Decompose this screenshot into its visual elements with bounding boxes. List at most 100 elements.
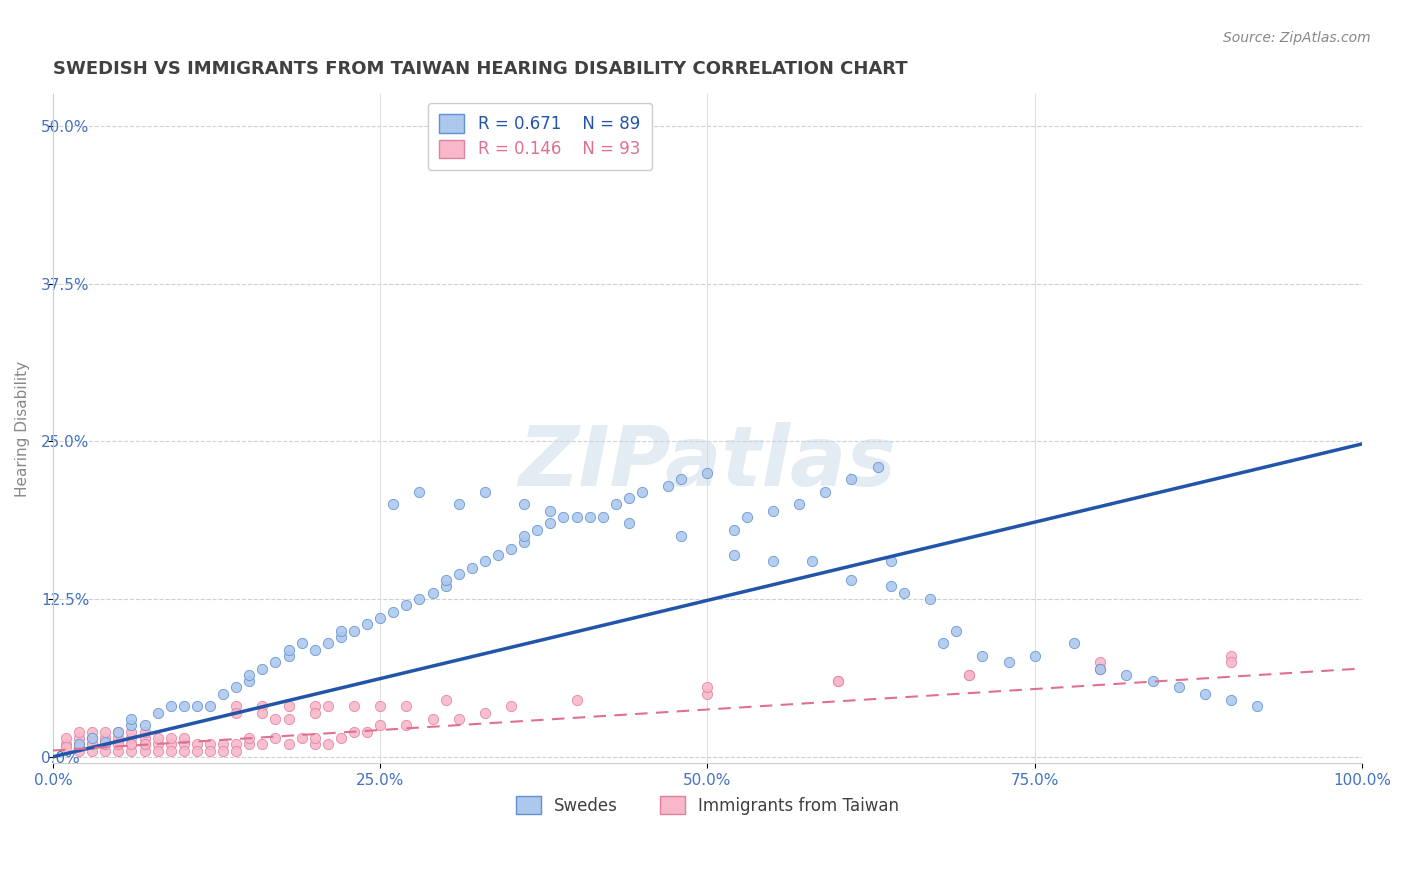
Point <box>329 624 352 638</box>
Point <box>957 668 980 682</box>
Point <box>382 498 405 512</box>
Point <box>264 712 287 726</box>
Point <box>1142 674 1164 689</box>
Point <box>225 681 247 695</box>
Point <box>801 554 824 568</box>
Point <box>67 724 90 739</box>
Point <box>107 731 129 745</box>
Point <box>866 459 889 474</box>
Point <box>1220 648 1243 663</box>
Point <box>671 472 693 486</box>
Point <box>395 718 418 732</box>
Point <box>55 739 77 754</box>
Point <box>422 712 444 726</box>
Point <box>173 731 195 745</box>
Point <box>827 674 849 689</box>
Point <box>134 718 156 732</box>
Point <box>121 718 143 732</box>
Point <box>67 739 90 754</box>
Point <box>893 586 915 600</box>
Point <box>434 580 457 594</box>
Point <box>55 737 77 751</box>
Point <box>134 724 156 739</box>
Point <box>1088 655 1111 669</box>
Point <box>277 712 299 726</box>
Point <box>526 523 548 537</box>
Point <box>159 743 181 757</box>
Point <box>198 737 221 751</box>
Point <box>762 504 785 518</box>
Point <box>605 498 627 512</box>
Point <box>434 693 457 707</box>
Point <box>121 737 143 751</box>
Point <box>382 605 405 619</box>
Point <box>356 724 378 739</box>
Point <box>159 731 181 745</box>
Point <box>94 737 117 751</box>
Point <box>304 699 326 714</box>
Point <box>1246 699 1268 714</box>
Point <box>447 712 470 726</box>
Point <box>225 699 247 714</box>
Point <box>94 724 117 739</box>
Point <box>329 731 352 745</box>
Point <box>304 706 326 720</box>
Point <box>434 573 457 587</box>
Point <box>134 743 156 757</box>
Point <box>198 743 221 757</box>
Point <box>212 743 235 757</box>
Y-axis label: Hearing Disability: Hearing Disability <box>15 360 30 497</box>
Point <box>696 466 718 480</box>
Point <box>368 611 391 625</box>
Point <box>159 699 181 714</box>
Point <box>225 706 247 720</box>
Point <box>316 699 339 714</box>
Point <box>304 642 326 657</box>
Point <box>827 674 849 689</box>
Point <box>238 674 260 689</box>
Point <box>368 718 391 732</box>
Point <box>474 554 496 568</box>
Point <box>343 724 366 739</box>
Point <box>225 737 247 751</box>
Point <box>304 731 326 745</box>
Point <box>82 737 104 751</box>
Point <box>146 743 169 757</box>
Point <box>238 731 260 745</box>
Point <box>252 661 274 675</box>
Point <box>329 630 352 644</box>
Point <box>107 743 129 757</box>
Point <box>343 624 366 638</box>
Point <box>173 743 195 757</box>
Point <box>94 734 117 748</box>
Point <box>474 484 496 499</box>
Point <box>735 510 758 524</box>
Point <box>1088 661 1111 675</box>
Point <box>146 706 169 720</box>
Point <box>513 529 536 543</box>
Point <box>134 737 156 751</box>
Point <box>121 737 143 751</box>
Point <box>316 636 339 650</box>
Point <box>447 498 470 512</box>
Point <box>238 668 260 682</box>
Point <box>814 484 837 499</box>
Point <box>212 687 235 701</box>
Point <box>291 636 314 650</box>
Point <box>1115 668 1137 682</box>
Point <box>198 699 221 714</box>
Point <box>408 484 430 499</box>
Point <box>538 516 561 531</box>
Point <box>671 529 693 543</box>
Point <box>565 693 588 707</box>
Point <box>186 737 208 751</box>
Point <box>395 699 418 714</box>
Point <box>395 599 418 613</box>
Point <box>1194 687 1216 701</box>
Point <box>422 586 444 600</box>
Point <box>631 484 654 499</box>
Point <box>277 737 299 751</box>
Point <box>82 724 104 739</box>
Point <box>67 743 90 757</box>
Point <box>657 478 679 492</box>
